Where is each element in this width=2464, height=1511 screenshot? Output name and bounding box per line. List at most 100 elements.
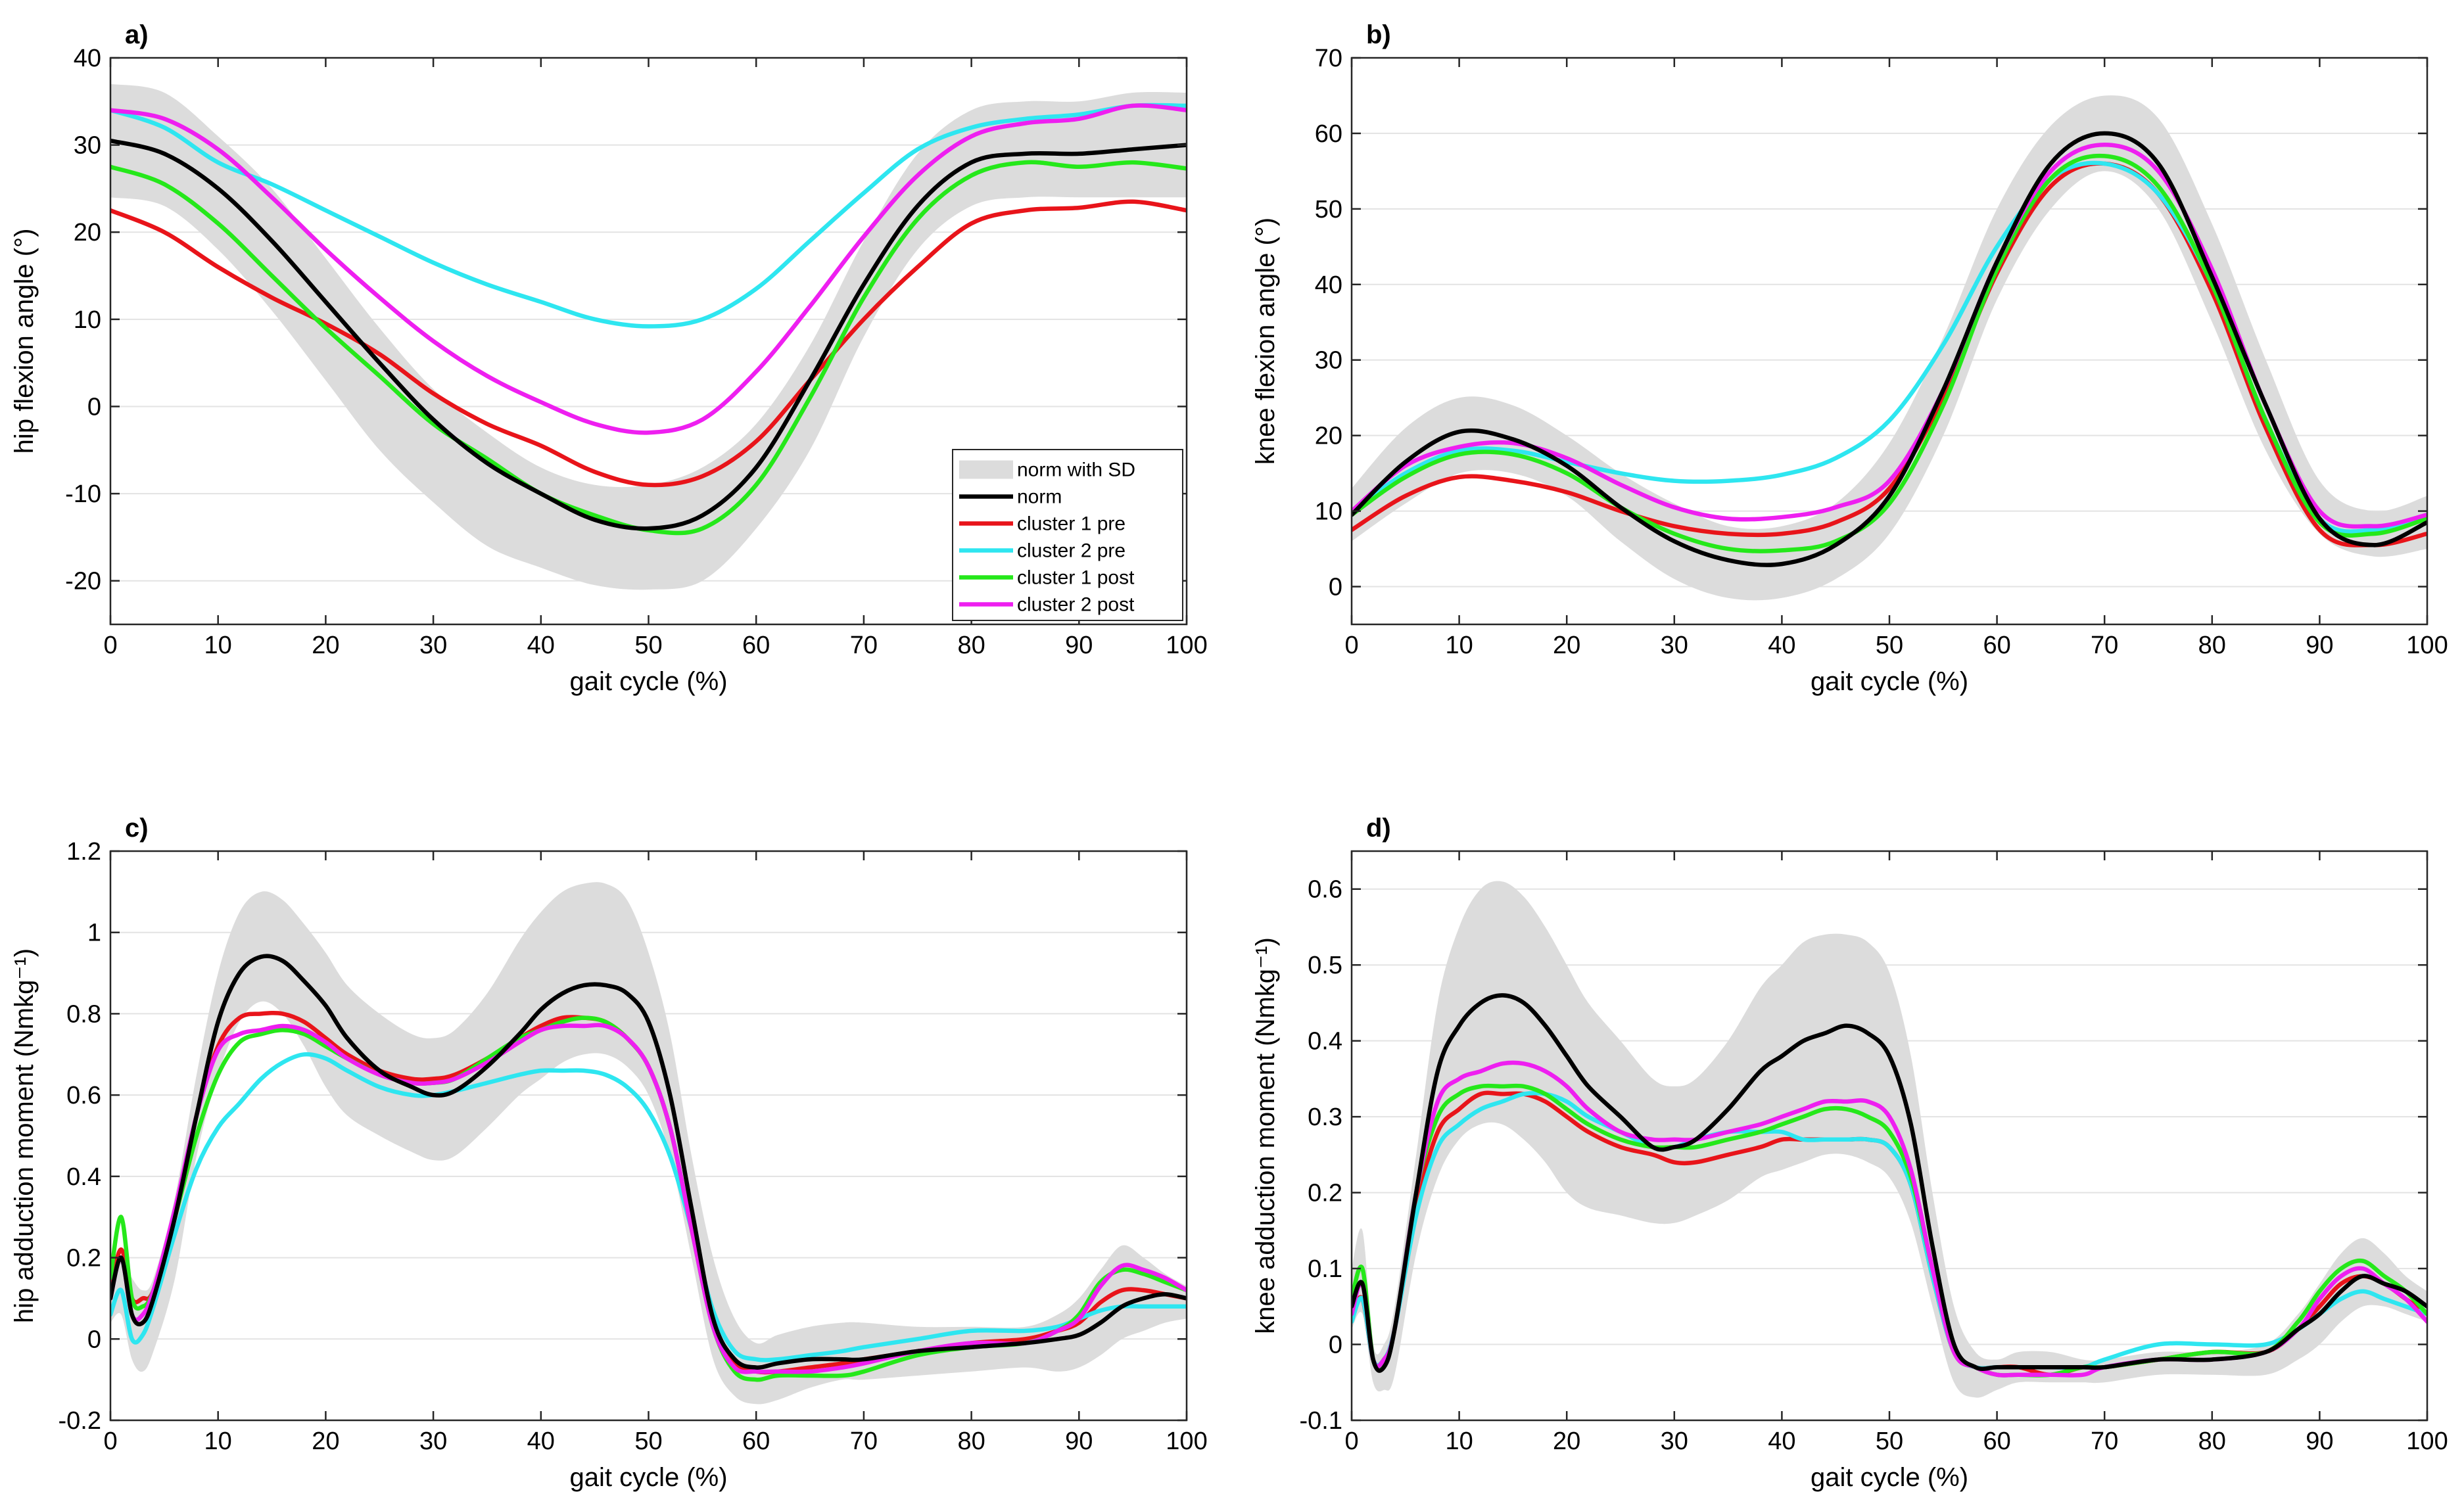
y-tick-label: 0.3 [1308,1104,1342,1131]
legend: norm with SD norm cluster 1 pre cluster 2 p… [952,449,1183,621]
x-tick-label: 50 [1876,1428,1903,1455]
y-tick-label: 0.5 [1308,952,1342,979]
y-tick-label: 40 [1315,271,1342,299]
x-tick-label: 70 [2091,632,2118,659]
y-tick-label: 60 [1315,120,1342,148]
x-tick-label: 40 [527,1428,555,1455]
series-line-cluster-1-post [110,160,1187,536]
sd-band [110,83,1187,590]
series-line-norm [110,954,1187,1370]
plot-area [110,83,1187,590]
x-tick-label: 50 [634,632,662,659]
x-tick-label: 80 [2198,632,2226,659]
sd-band [110,882,1187,1405]
x-tick-label: 40 [1768,1428,1795,1455]
y-tick-label: 0.4 [1308,1028,1342,1056]
y-tick-label: 1 [87,919,101,947]
y-tick-label: -20 [65,568,101,595]
x-tick-label: 60 [742,632,770,659]
legend-label: cluster 2 pre [1017,540,1125,562]
y-tick-label: 0.2 [66,1245,101,1272]
panel-label: a) [125,20,149,49]
x-tick-label: 60 [742,1428,770,1455]
x-tick-label: 90 [2306,1428,2333,1455]
panel-label: d) [1366,814,1391,843]
x-tick-label: 10 [1445,1428,1473,1455]
x-tick-label: 20 [1553,632,1580,659]
x-tick-label: 20 [1553,1428,1580,1455]
y-tick-label: 0.4 [66,1163,101,1191]
panel-label: b) [1366,20,1391,49]
y-axis-title: hip adduction moment (Nmkg⁻¹) [10,948,39,1323]
x-tick-label: 90 [2306,632,2333,659]
x-tick-label: 80 [2198,1428,2226,1455]
y-tick-label: 0 [87,1326,101,1353]
x-tick-label: 70 [2091,1428,2118,1455]
x-tick-label: 30 [419,1428,447,1455]
series-line-norm [1352,993,2427,1373]
y-tick-label: 1.2 [66,838,101,866]
x-tick-label: 100 [1166,632,1207,659]
panel-b: 0 10 20 30 40 50 60 70 80 90 100 0 10 20 30 40 50 60 70 gai… [1251,20,2448,696]
legend-swatch-patch [959,460,1013,479]
legend-label: cluster 2 post [1017,594,1135,616]
y-tick-label: 0.2 [1308,1180,1342,1207]
series-line-cluster-1-post [1352,1083,2427,1378]
x-tick-label: 90 [1065,632,1093,659]
series-line-cluster-2-pre [1352,1090,2427,1371]
panel-c: 0 10 20 30 40 50 60 70 80 90 100-0.200.20.40.60.81… [10,814,1208,1492]
x-axis-title: gait cycle (%) [569,667,727,696]
series-line-norm [110,138,1187,531]
x-tick-label: 10 [204,632,232,659]
x-axis-title: gait cycle (%) [1811,1463,1968,1492]
x-axis-title: gait cycle (%) [569,1463,727,1492]
y-tick-label: -0.2 [59,1407,101,1435]
y-tick-label: 0.1 [1308,1255,1342,1283]
legend-label: cluster 1 post [1017,567,1135,589]
x-tick-label: 30 [1661,632,1688,659]
y-axis-title: hip flexion angle (°) [10,229,39,454]
plot-area [1352,881,2427,1398]
x-tick-label: 20 [312,1428,339,1455]
y-axis-title: knee flexion angle (°) [1251,218,1280,465]
y-tick-label: 0 [87,393,101,421]
x-tick-label: 60 [1983,1428,2010,1455]
x-tick-label: 80 [957,632,985,659]
series-line-cluster-2-post [110,103,1187,435]
x-tick-label: 10 [204,1428,232,1455]
panel-d: 0 10 20 30 40 50 60 70 80 90 100-0.100.10.20.30.40… [1251,814,2448,1492]
y-tick-label: 50 [1315,196,1342,223]
x-tick-label: 30 [419,632,447,659]
x-tick-label: 40 [1768,632,1795,659]
legend-label: norm [1017,486,1062,508]
series-line-norm [1352,131,2427,567]
panel-a: 0 10 20 30 40 50 60 70 80 90 100 -20 -10 0 10 20 30 40 gai… [10,20,1208,696]
y-tick-label: 30 [1315,347,1342,375]
x-tick-label: 90 [1065,1428,1093,1455]
y-tick-label: 30 [74,132,101,160]
x-tick-label: 30 [1661,1428,1688,1455]
y-axis-title: knee adduction moment (Nmkg⁻¹) [1251,937,1280,1334]
x-tick-label: 0 [103,1428,117,1455]
y-tick-label: 70 [1315,45,1342,72]
panel-label: c) [125,814,149,843]
y-tick-label: 0.6 [66,1082,101,1109]
y-tick-label: 20 [1315,423,1342,450]
y-tick-label: 20 [74,219,101,246]
series-line-cluster-1-post [1352,153,2427,553]
x-tick-label: 100 [2406,1428,2448,1455]
x-tick-label: 0 [1344,632,1358,659]
series-line-cluster-2-pre [110,103,1187,329]
series-line-cluster-1-pre [110,199,1187,488]
y-tick-label: 10 [1315,498,1342,526]
x-tick-label: 70 [850,632,878,659]
y-tick-label: 0 [1329,574,1342,601]
y-tick-label: 40 [74,45,101,72]
plot-area [1352,95,2427,601]
sd-band [1352,881,2427,1398]
x-tick-label: 50 [634,1428,662,1455]
series-line-cluster-1-pre [1352,161,2427,547]
x-tick-label: 0 [103,632,117,659]
y-tick-label: 0.6 [1308,876,1342,904]
